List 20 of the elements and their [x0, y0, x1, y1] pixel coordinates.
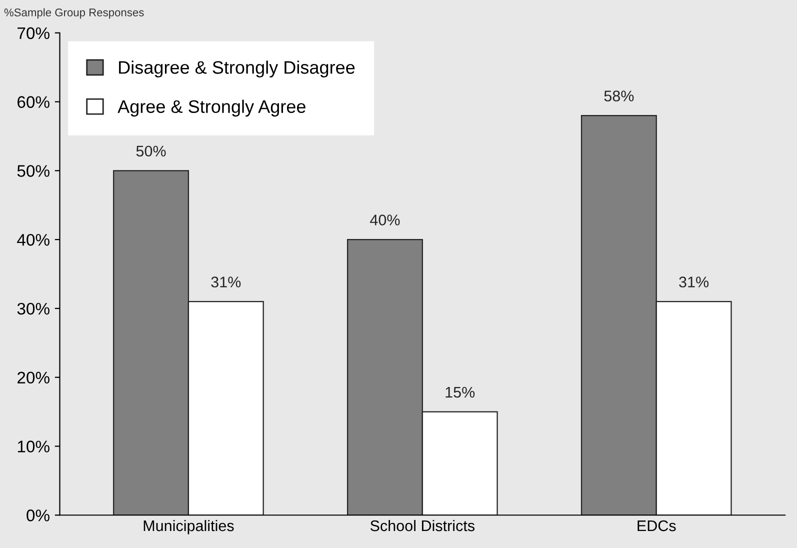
legend-label: Disagree & Strongly Disagree: [119, 60, 355, 78]
data-label: 58%: [604, 90, 634, 102]
y-tick-label: 60%: [18, 96, 50, 108]
legend-label: Agree & Strongly Agree: [118, 100, 306, 117]
data-label: 31%: [679, 276, 709, 288]
y-axis-title: %Sample Group Responses: [4, 8, 144, 19]
data-label: 15%: [446, 386, 475, 398]
y-tick-label: 30%: [17, 302, 50, 315]
data-label: 31%: [211, 276, 241, 288]
y-tick-label: 50%: [17, 165, 50, 177]
y-tick-label: 40%: [17, 234, 50, 246]
y-tick-label: 20%: [18, 372, 50, 384]
y-tick-label: 10%: [18, 440, 50, 452]
y-tick-label: 0%: [26, 510, 50, 522]
data-label: 50%: [136, 146, 166, 157]
x-tick-label: EDCs: [638, 520, 676, 532]
data-label: 40%: [370, 214, 400, 226]
x-tick-label: Municipalities: [144, 520, 234, 534]
y-tick-label: 70%: [18, 27, 50, 40]
x-tick-label: School Districts: [370, 520, 474, 532]
